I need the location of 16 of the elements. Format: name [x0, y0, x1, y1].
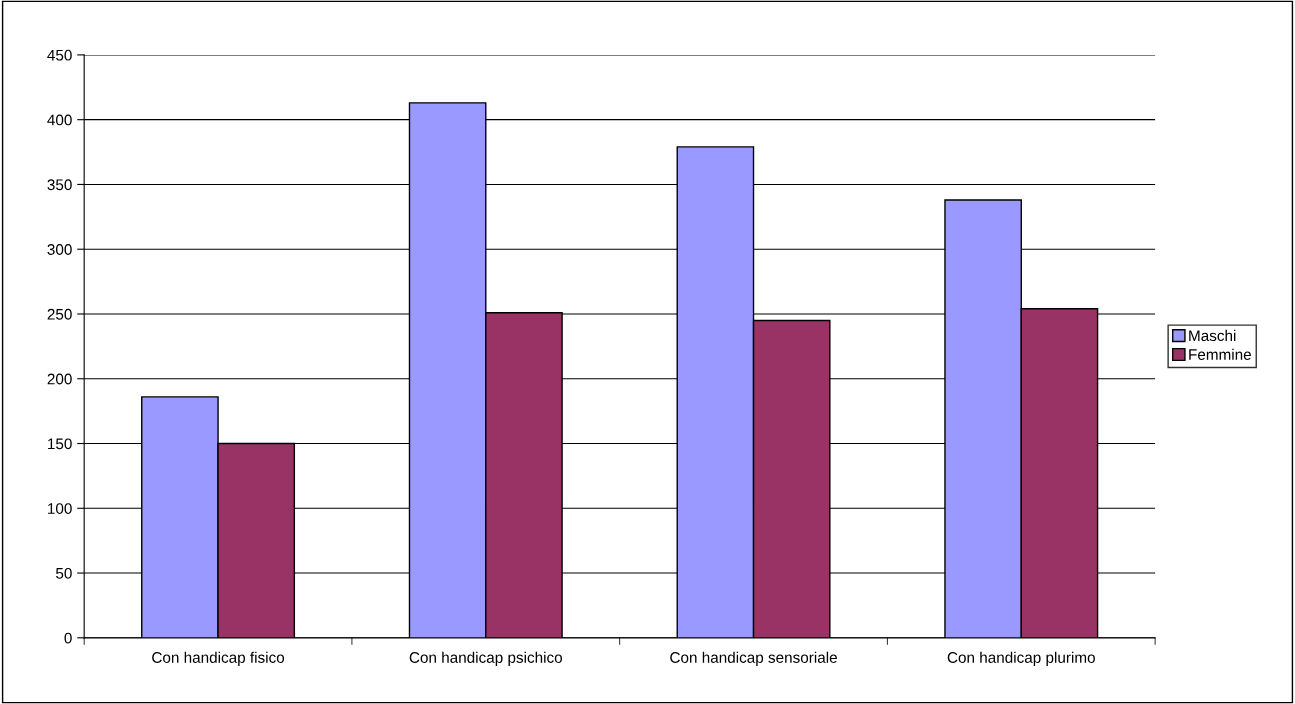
y-tick-label: 450 [47, 49, 72, 61]
y-tick-label: 100 [48, 503, 72, 514]
x-tick-label: Con handicap fisico [152, 651, 285, 666]
y-tick-label: 50 [55, 567, 72, 579]
x-tick-label: Con handicap sensoriale [670, 651, 837, 666]
y-tick-label: 350 [47, 179, 72, 191]
y-tick-label: 150 [48, 438, 72, 450]
x-tick-label: Con handicap plurimo [947, 651, 1095, 666]
y-tick-label: 0 [64, 632, 72, 644]
legend-label: Maschi [1189, 329, 1236, 342]
y-tick-label: 200 [47, 373, 72, 385]
y-tick-label: 250 [47, 308, 72, 320]
legend-label: Femmine [1189, 348, 1251, 360]
y-tick-label: 300 [47, 244, 72, 255]
y-tick-label: 400 [47, 114, 72, 126]
x-tick-label: Con handicap psichico [409, 651, 563, 666]
